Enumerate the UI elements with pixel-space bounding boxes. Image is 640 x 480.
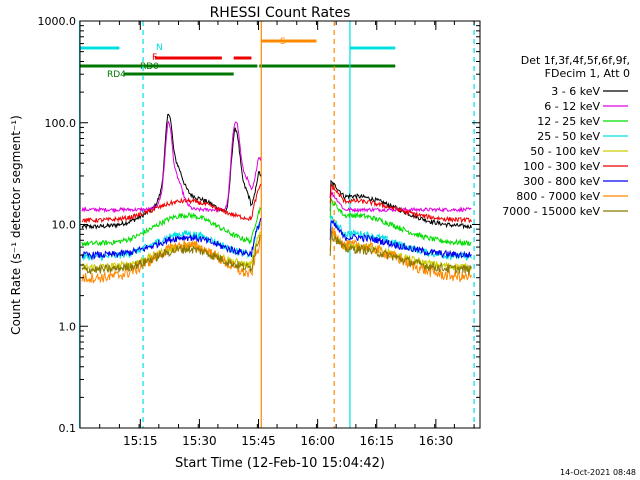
y-axis-label: Count Rate (s⁻¹ detector segment⁻¹) [9, 115, 23, 335]
legend: Det 1f,3f,4f,5f,6f,9f, FDecim 1, Att 0 3… [502, 54, 630, 218]
y-tick-label-2: 10.0 [52, 219, 77, 232]
series-line-8 [81, 225, 472, 284]
legend-entries: 3 - 6 keV 6 - 12 keV 12 - 25 keV 25 - 50 ke… [502, 85, 628, 218]
legend-title-2: FDecim 1, Att 0 [545, 67, 630, 80]
y-tick-label-0: 1000.0 [38, 15, 77, 28]
x-tick-label-3: 16:00 [300, 434, 335, 448]
legend-label-7: 300 - 800 keV [523, 175, 600, 188]
x-tick-label-5: 16:30 [419, 434, 454, 448]
y-tick-label-1: 100.0 [45, 117, 77, 130]
x-tick-label-0: 15:15 [123, 434, 158, 448]
series-line-4 [81, 215, 472, 262]
footer-timestamp: 14-Oct-2021 08:48 [560, 468, 636, 477]
flag-label-rd0: RD0 [140, 62, 159, 72]
series-line-3 [81, 197, 472, 247]
y-tick-label-4: 0.1 [59, 422, 77, 435]
flag-label-s: S [280, 37, 286, 47]
series-line-9 [81, 230, 472, 276]
series-line-7 [81, 218, 472, 261]
legend-title-1: Det 1f,3f,4f,5f,6f,9f, [521, 54, 630, 67]
legend-label-2: 6 - 12 keV [544, 100, 600, 113]
x-tick-label-2: 15:45 [241, 434, 276, 448]
legend-label-8: 800 - 7000 keV [516, 190, 600, 203]
chart-title: RHESSI Count Rates [210, 5, 351, 21]
legend-label-9: 7000 - 15000 keV [502, 205, 600, 218]
x-tick-label-1: 15:30 [182, 434, 217, 448]
x-axis-label: Start Time (12-Feb-10 15:04:42) [175, 456, 385, 471]
legend-label-1: 3 - 6 keV [551, 85, 600, 98]
y-tick-label-3: 1.0 [59, 320, 77, 333]
series-line-6 [81, 183, 472, 224]
series-line-2 [81, 120, 472, 214]
x-tick-label-4: 16:15 [359, 434, 394, 448]
flag-label-f: F [152, 53, 157, 63]
flag-label-rd4: RD4 [107, 70, 126, 80]
legend-label-5: 50 - 100 keV [530, 145, 600, 158]
legend-label-3: 12 - 25 keV [537, 115, 600, 128]
axes: 1000.0 100.0 10.0 1.0 0.1 15:15 15:30 15:45 16:0… [38, 15, 480, 448]
flag-label-n: N [156, 43, 163, 53]
legend-label-6: 100 - 300 keV [523, 160, 600, 173]
plot-frame [79, 20, 481, 429]
legend-label-4: 25 - 50 keV [537, 130, 600, 143]
